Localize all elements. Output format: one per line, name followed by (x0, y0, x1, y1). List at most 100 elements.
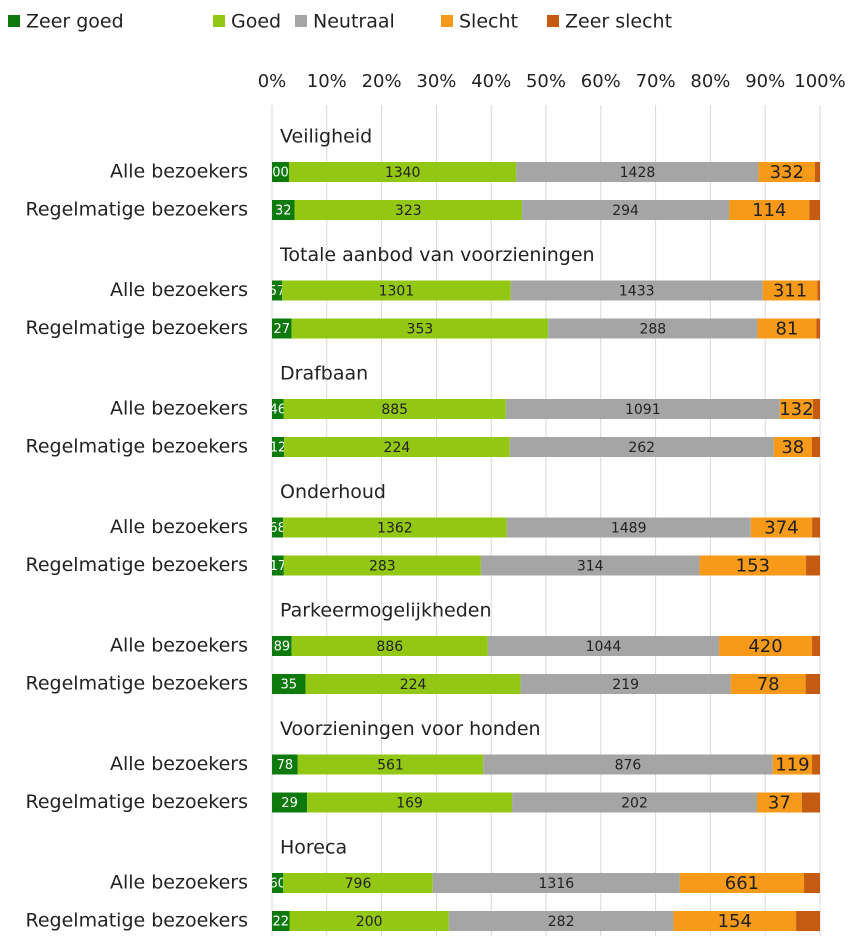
legend-label: Slecht (459, 11, 518, 33)
bar-segment (812, 517, 820, 538)
data-label: 35 (281, 678, 298, 693)
category-label: Alle bezoekers (110, 516, 248, 538)
data-label: 22 (272, 915, 289, 930)
bar-segment (289, 911, 449, 931)
data-label: 119 (775, 755, 809, 776)
bar-segment (522, 200, 730, 220)
bar-segment (804, 873, 820, 893)
data-label: 1091 (625, 402, 661, 418)
data-label: 78 (277, 758, 294, 773)
bar-segment (297, 754, 484, 775)
data-label: 224 (400, 677, 427, 693)
data-label: 561 (377, 758, 404, 774)
bar-segment (272, 674, 306, 694)
bar-segment (772, 754, 813, 775)
data-label: 311 (773, 281, 807, 302)
x-tick-label: 60% (581, 71, 621, 92)
bar-segment (272, 792, 308, 813)
bar-segment (272, 399, 284, 419)
bar-segment (272, 555, 284, 576)
category-label: Alle bezoekers (110, 753, 248, 775)
data-label: 46 (270, 403, 287, 418)
data-label: 886 (376, 639, 403, 655)
x-tick-label: 20% (362, 71, 402, 92)
bar-segment (305, 674, 521, 694)
data-label: 78 (757, 674, 780, 695)
bar-segment (509, 437, 774, 457)
bar-segment (719, 636, 813, 656)
bar-segment (699, 555, 807, 576)
data-label: 00 (272, 166, 289, 181)
data-label: 332 (770, 162, 804, 183)
data-label: 1340 (385, 165, 421, 181)
bar-segment (448, 911, 674, 931)
bar-segment (272, 911, 290, 931)
group-heading: Totale aanbod van voorzieningen (279, 244, 595, 266)
category-label: Regelmatige bezoekers (26, 199, 249, 221)
category-label: Regelmatige bezoekers (26, 317, 249, 339)
bar-segment (806, 555, 820, 576)
bar-segment (809, 200, 820, 220)
data-label: 132 (779, 399, 813, 420)
bar-segment (811, 437, 820, 457)
bar-segment (817, 280, 820, 301)
data-label: 796 (345, 876, 372, 892)
data-label: 661 (725, 873, 759, 894)
data-label: 282 (548, 914, 575, 930)
category-label: Alle bezoekers (110, 279, 248, 301)
data-label: 17 (270, 559, 287, 574)
bar-segment (282, 280, 511, 301)
bar-segment (816, 318, 820, 339)
data-label: 876 (615, 758, 642, 774)
data-label: 1433 (619, 284, 655, 300)
category-label: Regelmatige bezoekers (26, 910, 249, 932)
bar-segment (483, 754, 773, 775)
data-label: 885 (381, 402, 408, 418)
bar-segment (729, 200, 810, 220)
x-tick-label: 80% (690, 71, 730, 92)
bar-segment (779, 399, 813, 419)
legend-label: Neutraal (313, 11, 395, 33)
bar-segment (520, 674, 731, 694)
group-heading: Parkeermogelijkheden (280, 600, 492, 622)
bar-segment (272, 636, 292, 656)
bar-segment (506, 517, 751, 538)
category-label: Regelmatige bezoekers (26, 554, 249, 576)
bar-segment (283, 399, 506, 419)
group-heading: Horeca (280, 837, 347, 859)
bar-segment (272, 200, 295, 220)
bar-segment (512, 792, 757, 813)
bar-segment (812, 399, 820, 419)
legend-label: Zeer goed (26, 11, 124, 33)
bar-segment (307, 792, 513, 813)
bar-segment (773, 437, 812, 457)
x-tick-label: 90% (745, 71, 785, 92)
bar-segment (510, 280, 763, 301)
data-label: 32 (275, 204, 292, 219)
data-label: 114 (752, 200, 786, 221)
bar-segment (814, 162, 820, 182)
data-label: 202 (621, 796, 648, 812)
bar-segment (272, 754, 298, 775)
data-label: 38 (781, 437, 804, 458)
data-label: 420 (748, 636, 782, 657)
bar-segment (432, 873, 680, 893)
bar-segment (272, 162, 289, 182)
data-label: 288 (639, 322, 666, 338)
x-tick-label: 10% (307, 71, 347, 92)
data-label: 1428 (620, 165, 656, 181)
data-label: 353 (407, 322, 434, 338)
data-label: 169 (396, 796, 423, 812)
category-label: Alle bezoekers (110, 872, 248, 894)
data-label: 154 (718, 911, 752, 932)
data-label: 294 (612, 203, 639, 219)
data-label: 37 (768, 793, 791, 814)
data-label: 374 (764, 518, 798, 539)
group-heading: Onderhoud (280, 481, 386, 503)
category-label: Alle bezoekers (110, 161, 248, 183)
bar-segment (762, 280, 818, 301)
data-label: 68 (269, 521, 286, 536)
bar-segment (801, 792, 820, 813)
data-label: 314 (577, 559, 604, 575)
data-label: 57 (269, 284, 286, 299)
